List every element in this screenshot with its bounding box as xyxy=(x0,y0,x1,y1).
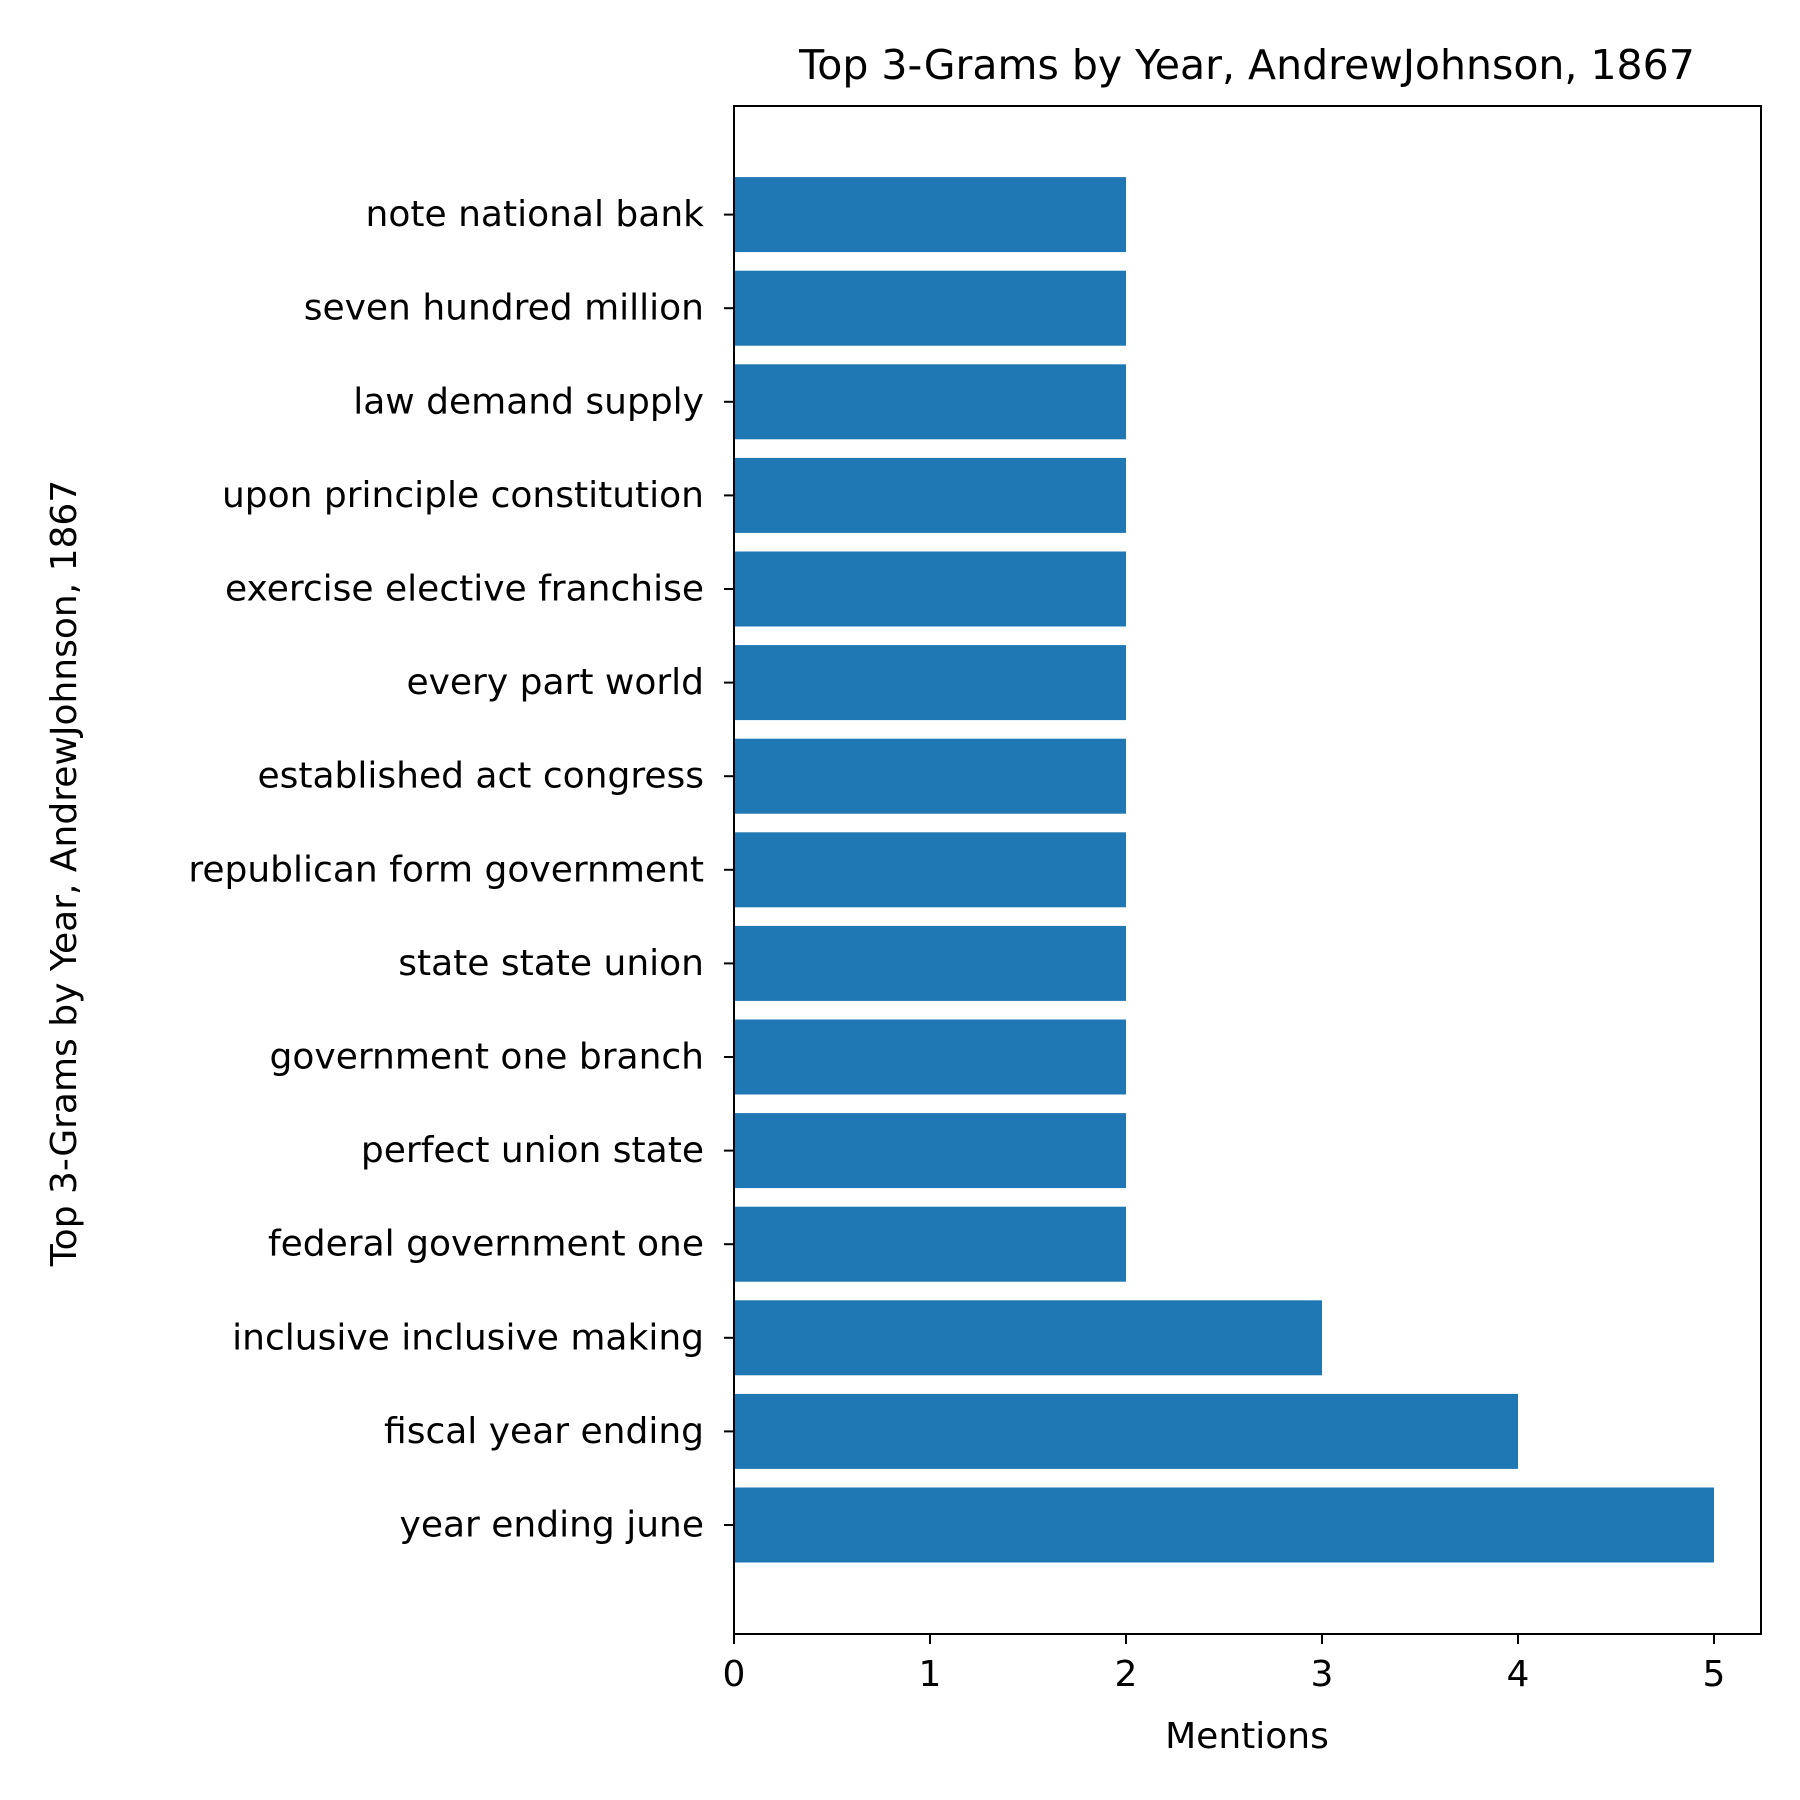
y-tick-label: state state union xyxy=(398,943,704,984)
bar xyxy=(734,738,1126,814)
x-tick-label: 4 xyxy=(1507,1654,1530,1695)
y-tick-label: perfect union state xyxy=(361,1130,704,1171)
y-tick-label: law demand supply xyxy=(353,381,704,422)
y-axis-ticks: year ending june fiscal year ending inclus… xyxy=(188,194,734,1546)
bar xyxy=(734,1206,1126,1282)
x-tick-label: 2 xyxy=(1115,1654,1138,1695)
bar xyxy=(734,551,1126,627)
bar xyxy=(734,1300,1322,1376)
y-axis-label: Top 3-Grams by Year, AndrewJohnson, 1867 xyxy=(44,480,85,1267)
x-axis-label: Mentions xyxy=(1165,1716,1329,1757)
y-tick-label: established act congress xyxy=(257,756,704,797)
bar xyxy=(734,645,1126,721)
y-tick-label: upon principle constitution xyxy=(222,475,704,516)
y-tick-label: inclusive inclusive making xyxy=(232,1317,704,1358)
y-tick-label: every part world xyxy=(406,662,704,703)
bar xyxy=(734,177,1126,253)
x-tick-label: 1 xyxy=(919,1654,942,1695)
chart-title: Top 3-Grams by Year, AndrewJohnson, 1867 xyxy=(798,41,1695,89)
y-tick-label: seven hundred million xyxy=(304,288,704,329)
bar xyxy=(734,1019,1126,1095)
bar xyxy=(734,925,1126,1001)
x-tick-label: 5 xyxy=(1703,1654,1726,1695)
bar xyxy=(734,457,1126,533)
bar xyxy=(734,364,1126,440)
y-tick-label: government one branch xyxy=(270,1037,704,1078)
x-axis-ticks: 0 1 2 3 4 5 xyxy=(723,1634,1726,1695)
y-tick-label: republican form government xyxy=(188,849,704,890)
bar xyxy=(734,270,1126,346)
x-tick-label: 0 xyxy=(723,1654,746,1695)
bar xyxy=(734,832,1126,908)
bar xyxy=(734,1487,1714,1563)
plot-frame xyxy=(733,105,1762,1635)
bars-layer xyxy=(734,177,1714,1563)
y-tick-label: exercise elective franchise xyxy=(225,569,704,610)
bar xyxy=(734,1393,1518,1469)
y-tick-label: note national bank xyxy=(366,194,705,235)
x-tick-label: 3 xyxy=(1311,1654,1334,1695)
bar xyxy=(734,1113,1126,1189)
y-tick-label: federal government one xyxy=(268,1224,704,1265)
y-tick-label: year ending june xyxy=(400,1505,704,1546)
y-tick-label: fiscal year ending xyxy=(384,1411,704,1452)
